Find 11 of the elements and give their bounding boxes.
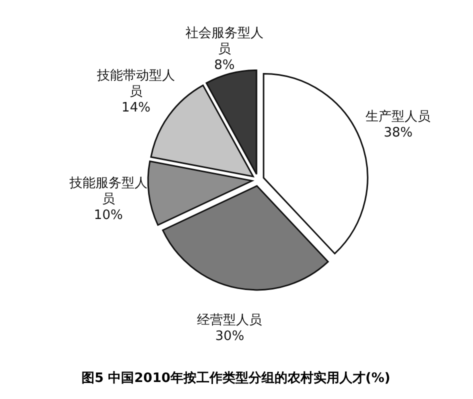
slice-label: 技能服务型人员 [68, 176, 148, 207]
slice-label: 生产型人员 [366, 109, 431, 124]
data-label: 8% [214, 58, 235, 74]
data-label: 10% [94, 208, 123, 223]
data-label: 14% [122, 100, 150, 116]
slice-label: 技能带动型人员 [96, 68, 175, 100]
text: 图5 中国2010年按工作类型分组的农村实用人才(%) [82, 370, 390, 386]
data-label: 30% [215, 329, 244, 344]
slice-label: 经营型人员 [197, 313, 262, 328]
data-label: 38% [384, 125, 413, 140]
slice-label: 社会服务型人员 [185, 26, 264, 58]
